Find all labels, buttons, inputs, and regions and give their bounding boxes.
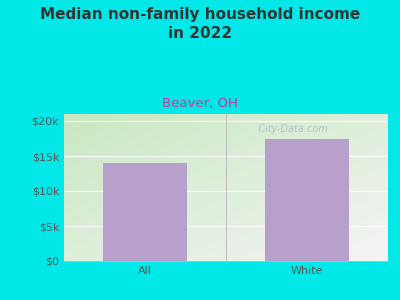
Text: Median non-family household income
in 2022: Median non-family household income in 20… xyxy=(40,8,360,41)
Text: City-Data.com: City-Data.com xyxy=(252,124,328,134)
Bar xyxy=(103,163,187,261)
Text: Beaver, OH: Beaver, OH xyxy=(162,98,238,110)
Bar xyxy=(265,139,349,261)
